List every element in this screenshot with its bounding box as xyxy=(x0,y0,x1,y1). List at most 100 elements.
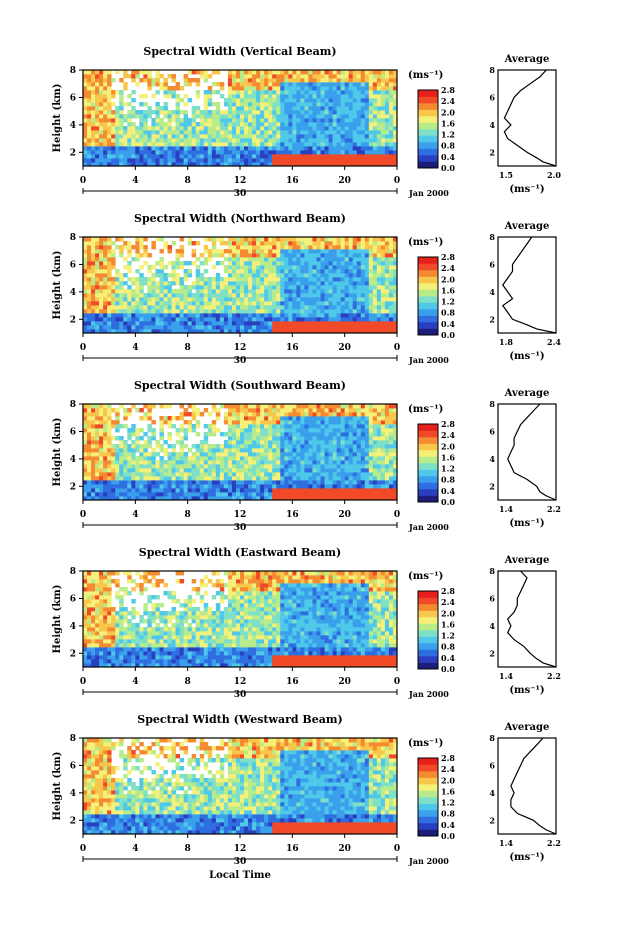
heatmap-cell xyxy=(292,269,297,274)
heatmap-cell xyxy=(324,261,329,266)
heatmap-cell xyxy=(219,452,225,457)
heatmap-cell xyxy=(99,130,104,135)
heatmap-cell xyxy=(332,281,338,286)
heatmap-cell xyxy=(95,106,100,111)
heatmap-cell xyxy=(324,130,329,135)
heatmap-cell xyxy=(123,476,128,481)
heatmap-cell xyxy=(356,261,362,266)
heatmap-cell xyxy=(288,329,293,334)
heatmap-cell xyxy=(308,237,313,242)
heatmap-cell xyxy=(131,146,136,151)
heatmap-cell xyxy=(240,146,245,151)
heatmap-cell xyxy=(388,110,394,115)
heatmap-cell xyxy=(131,277,136,282)
heatmap-cell xyxy=(103,86,108,91)
heatmap-cell xyxy=(264,241,269,246)
heatmap-cell xyxy=(163,289,168,294)
heatmap-cell xyxy=(316,424,321,429)
heatmap-cell xyxy=(280,150,285,155)
heatmap-cell xyxy=(328,448,333,453)
heatmap-cell xyxy=(276,460,281,465)
heatmap-cell xyxy=(360,241,366,246)
heatmap-cell xyxy=(99,317,104,322)
heatmap-cell xyxy=(368,142,374,147)
heatmap-cell xyxy=(328,237,333,242)
heatmap-cell xyxy=(95,281,100,286)
heatmap-cell xyxy=(352,309,358,314)
heatmap-cell xyxy=(356,253,362,258)
heatmap-cell xyxy=(320,94,325,99)
heatmap-cell xyxy=(203,289,209,294)
heatmap-cell xyxy=(292,118,297,123)
heatmap-cell xyxy=(380,293,386,298)
heatmap-cell xyxy=(344,114,350,119)
heatmap-cell xyxy=(231,154,237,159)
heatmap-cell xyxy=(103,245,108,250)
heatmap-cell xyxy=(244,253,249,258)
heatmap-cell xyxy=(187,158,193,163)
heatmap-cell xyxy=(155,273,160,278)
heatmap-cell xyxy=(276,162,281,167)
heatmap-cell xyxy=(115,325,120,330)
heatmap-cell xyxy=(235,134,241,139)
heatmap-cell xyxy=(235,412,241,417)
heatmap-cell xyxy=(107,102,112,107)
heatmap-cell xyxy=(147,460,152,465)
heatmap-cell xyxy=(111,130,116,135)
heatmap-cell xyxy=(119,329,124,334)
heatmap-cell xyxy=(175,468,181,473)
heatmap-cell xyxy=(235,162,241,167)
heatmap-cell xyxy=(260,265,265,270)
heatmap-cell xyxy=(336,480,342,485)
heatmap-cell xyxy=(143,122,148,127)
heatmap-cell xyxy=(312,313,317,318)
heatmap-cell xyxy=(235,321,241,326)
heatmap-cell xyxy=(368,122,374,127)
heatmap-cell xyxy=(207,90,213,95)
heatmap-cell xyxy=(272,464,277,469)
heatmap-cell xyxy=(111,94,116,99)
heatmap-cell xyxy=(264,496,269,501)
heatmap-cell xyxy=(183,321,189,326)
heatmap-cell xyxy=(304,74,309,79)
heatmap-cell xyxy=(312,142,317,147)
heatmap-cell xyxy=(384,241,390,246)
heatmap-cell xyxy=(384,317,390,322)
heatmap-cell xyxy=(260,138,265,143)
heatmap-cell xyxy=(155,472,160,477)
heatmap-cell xyxy=(352,70,358,75)
heatmap-cell xyxy=(115,412,120,417)
heatmap-cell xyxy=(191,317,197,322)
heatmap-cell xyxy=(252,106,257,111)
heatmap-cell xyxy=(256,492,261,497)
heatmap-cell xyxy=(388,245,394,250)
heatmap-cell xyxy=(119,476,124,481)
heatmap-cell xyxy=(364,134,370,139)
heatmap-cell xyxy=(244,82,249,87)
heatmap-cell xyxy=(119,444,124,449)
heatmap-cell xyxy=(111,321,116,326)
heatmap-cell xyxy=(207,432,213,437)
heatmap-cell xyxy=(179,448,185,453)
heatmap-cell xyxy=(91,492,96,497)
heatmap-cell xyxy=(360,114,366,119)
heatmap-cell xyxy=(332,440,338,445)
heatmap-cell xyxy=(244,480,249,485)
heatmap-cell xyxy=(155,82,160,87)
heatmap-cell xyxy=(127,102,132,107)
heatmap-cell xyxy=(272,460,277,465)
heatmap-cell xyxy=(300,122,305,127)
heatmap-cell xyxy=(187,146,193,151)
heatmap-cell xyxy=(195,492,201,497)
heatmap-cell xyxy=(296,122,301,127)
y-axis-label: Height (km) xyxy=(52,251,63,320)
heatmap-cell xyxy=(231,416,237,421)
heatmap-cell xyxy=(240,70,245,75)
heatmap-cell xyxy=(320,158,325,163)
heatmap-cell xyxy=(235,464,241,469)
heatmap-cell xyxy=(256,241,261,246)
heatmap-cell xyxy=(199,492,205,497)
heatmap-cell xyxy=(344,309,350,314)
heatmap-cell xyxy=(332,86,338,91)
heatmap-cell xyxy=(203,476,209,481)
